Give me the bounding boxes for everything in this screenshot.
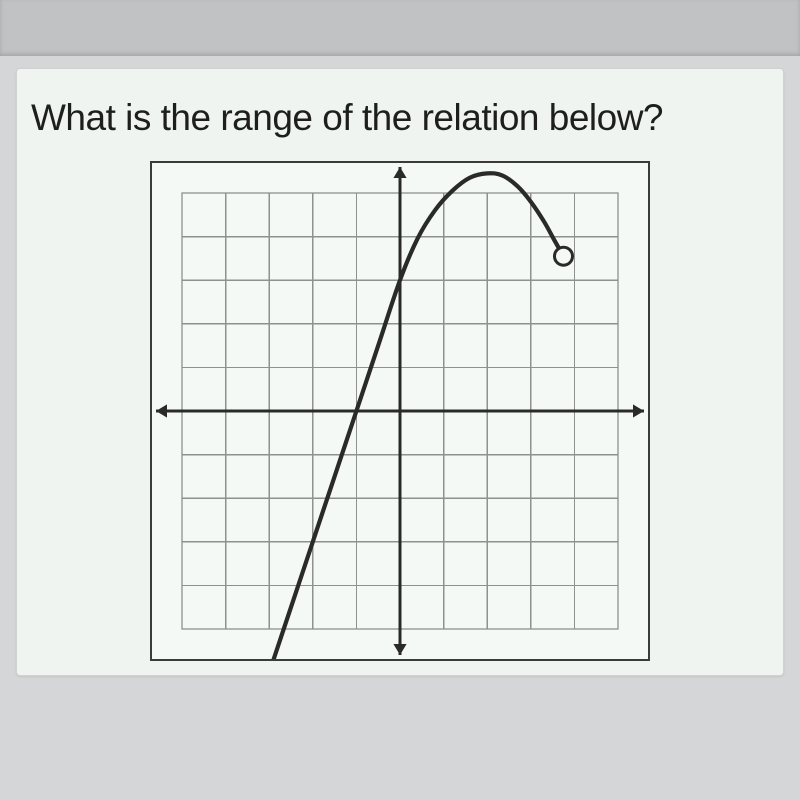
- arrow-head: [633, 404, 644, 417]
- arrow-head: [156, 404, 167, 417]
- arrow-head: [393, 167, 406, 178]
- graph-svg: [152, 163, 648, 659]
- open-endpoint: [555, 247, 573, 265]
- arrow-head: [393, 644, 406, 655]
- question-text: What is the range of the relation below?: [31, 97, 769, 139]
- window-top-bar: [0, 0, 800, 56]
- question-card: What is the range of the relation below?: [16, 68, 784, 676]
- graph-box: [150, 161, 650, 661]
